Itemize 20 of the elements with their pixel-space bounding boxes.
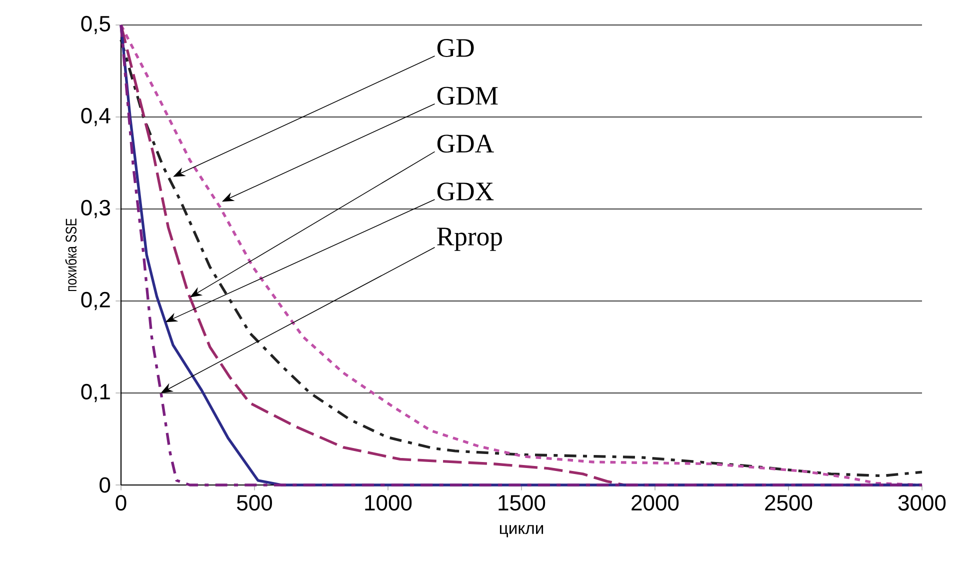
x-tick-label: 3000: [898, 495, 946, 511]
y-axis-title: похибка SSE: [65, 218, 77, 292]
annotation: GD: [437, 39, 474, 57]
x-tick-label: 500: [237, 495, 272, 511]
x-tick-label: 1000: [365, 495, 412, 511]
annotation: GDX: [437, 182, 494, 200]
annotation: GDA: [437, 134, 494, 153]
y-tick-label: 0,3: [81, 200, 110, 218]
x-tick-label: 1500: [498, 495, 546, 511]
annotation: Rprop: [437, 228, 502, 251]
y-tick-label: 0,1: [81, 384, 110, 402]
x-tick-label: 0: [116, 495, 126, 511]
y-tick-label: 0: [100, 477, 110, 493]
annotation: GDM: [437, 86, 498, 105]
y-tick-label: 0,2: [81, 292, 110, 310]
y-tick-label: 0,4: [81, 108, 110, 126]
x-tick-label: 2500: [765, 495, 812, 511]
y-tick-label: 0,5: [81, 16, 110, 34]
x-tick-label: 2000: [632, 495, 679, 511]
x-axis-title: цикли: [500, 525, 544, 538]
